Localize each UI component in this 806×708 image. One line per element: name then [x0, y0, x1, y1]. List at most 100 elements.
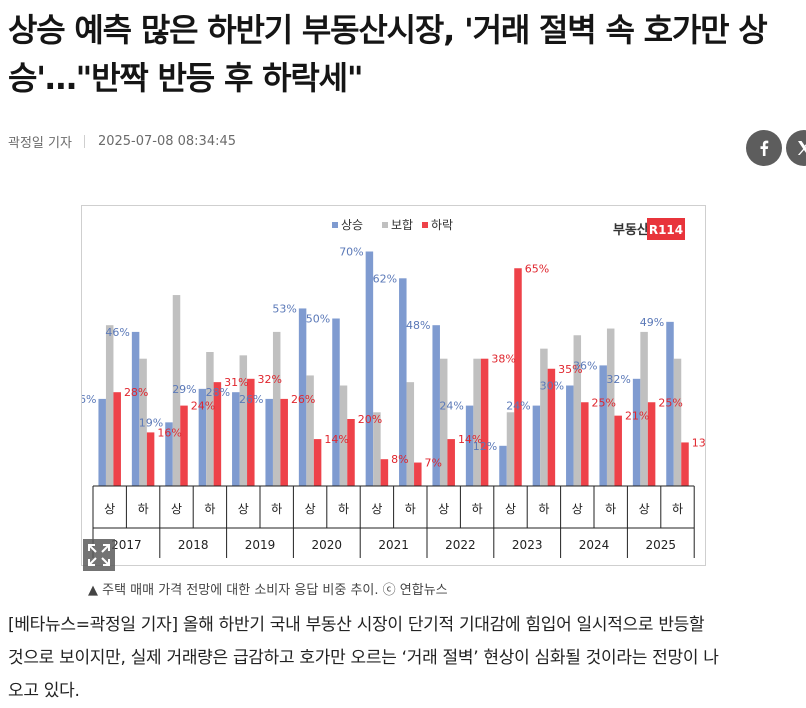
- logo-text: 부동산: [613, 222, 649, 238]
- bar-보합: [606, 328, 615, 486]
- bar-보합: [206, 352, 214, 486]
- data-label: 24%: [506, 400, 530, 413]
- bar-상승: [499, 445, 507, 486]
- data-label: 46%: [105, 326, 129, 339]
- bar-상승: [599, 365, 607, 486]
- bar-하락: [380, 459, 389, 486]
- year-label: 2017: [111, 538, 142, 552]
- data-label: 53%: [272, 302, 296, 315]
- bar-보합: [439, 358, 448, 486]
- bar-상승: [232, 392, 240, 486]
- x-share-button[interactable]: [786, 130, 806, 166]
- year-label: 2022: [445, 538, 476, 552]
- year-label: 2023: [512, 538, 543, 552]
- bar-상승: [566, 385, 574, 486]
- data-label: 28%: [124, 386, 148, 399]
- half-label: 상: [104, 502, 115, 516]
- bar-보합: [339, 385, 348, 486]
- expand-icon: [88, 544, 110, 566]
- bar-보합: [673, 358, 682, 486]
- bar-보합: [473, 358, 481, 486]
- chart-legend: 상승 보합 하락: [332, 218, 453, 232]
- bar-하락: [414, 462, 422, 486]
- data-label: 32%: [606, 373, 630, 386]
- facebook-icon: [760, 140, 769, 156]
- legend-swatch: [422, 222, 428, 228]
- data-label: 13%: [692, 436, 705, 449]
- data-label: 7%: [425, 457, 442, 470]
- data-label: 49%: [640, 316, 664, 329]
- half-label: 하: [672, 502, 683, 516]
- data-label: 65%: [525, 262, 549, 275]
- data-label: 8%: [391, 453, 408, 466]
- bar-보합: [640, 331, 648, 486]
- bar-상승: [666, 321, 674, 486]
- half-label: 상: [305, 502, 316, 516]
- bar-상승: [198, 388, 207, 486]
- data-label: 12%: [473, 440, 497, 453]
- legend-label: 보합: [391, 218, 413, 232]
- data-label: 21%: [625, 410, 649, 423]
- headline-line-1: 상승 예측 많은 하반기 부동산시장, '거래 절벽 속 호가만 상: [8, 11, 768, 49]
- bar-보합: [272, 331, 281, 486]
- half-label: 하: [138, 502, 149, 516]
- bar-보합: [105, 325, 114, 486]
- data-label: 31%: [224, 376, 248, 389]
- bar-보합: [239, 355, 248, 486]
- bar-상승: [131, 331, 140, 486]
- bar-하락: [213, 382, 222, 486]
- legend-label: 상승: [341, 218, 363, 232]
- bar-하락: [614, 415, 622, 486]
- body-line: 오고 있다.: [8, 681, 80, 701]
- bar-하락: [313, 439, 322, 486]
- bar-보합: [506, 412, 515, 486]
- article-body: [베타뉴스=곽정일 기자] 올해 하반기 국내 부동산 시장이 단기적 기대감에…: [8, 609, 798, 708]
- half-label: 상: [238, 502, 249, 516]
- year-label: 2019: [245, 538, 276, 552]
- half-label: 하: [204, 502, 215, 516]
- half-label: 상: [572, 502, 583, 516]
- half-label: 하: [271, 502, 282, 516]
- article-meta: 곽정일 기자 2025-07-08 08:34:45: [8, 132, 236, 151]
- x-icon: [797, 141, 806, 155]
- body-line: [베타뉴스=곽정일 기자] 올해 하반기 국내 부동산 시장이 단기적 기대감에…: [8, 615, 705, 635]
- data-label: 26%: [82, 393, 96, 406]
- bar-하락: [547, 368, 556, 486]
- data-label: 26%: [239, 393, 263, 406]
- logo-badge: [647, 218, 685, 240]
- bar-상승: [532, 405, 541, 486]
- half-label: 상: [171, 502, 182, 516]
- half-label: 상: [438, 502, 449, 516]
- half-label: 상: [639, 502, 650, 516]
- bar-보합: [139, 358, 147, 486]
- year-label: 2025: [646, 538, 677, 552]
- r114-logo: 부동산 R114: [613, 218, 685, 240]
- bar-상승: [465, 405, 474, 486]
- bar-보합: [172, 295, 181, 486]
- body-line: 것으로 보이지만, 실제 거래량은 급감하고 호가만 오르는 ‘거래 절벽’ 현…: [8, 648, 719, 668]
- data-label: 19%: [139, 416, 163, 429]
- half-label: 하: [338, 502, 349, 516]
- data-label: 38%: [491, 353, 515, 366]
- bar-상승: [332, 318, 340, 486]
- half-label: 하: [605, 502, 616, 516]
- half-label: 하: [472, 502, 483, 516]
- bar-하락: [514, 268, 522, 486]
- data-label: 16%: [157, 426, 181, 439]
- bar-보합: [573, 335, 582, 486]
- data-label: 29%: [172, 383, 196, 396]
- data-label: 20%: [358, 413, 382, 426]
- expand-image-button[interactable]: [83, 539, 115, 571]
- facebook-share-button[interactable]: [746, 130, 782, 166]
- bar-하락: [280, 398, 288, 486]
- bar-하락: [180, 405, 188, 486]
- data-label: 14%: [458, 433, 482, 446]
- bar-상승: [265, 398, 273, 486]
- data-label: 24%: [191, 400, 215, 413]
- headline-line-2: 승'…"반짝 반등 후 하락세": [8, 59, 364, 97]
- logo-badge-text: R114: [649, 223, 683, 237]
- data-label: 28%: [206, 386, 230, 399]
- half-label: 상: [505, 502, 516, 516]
- author[interactable]: 곽정일 기자: [8, 136, 72, 151]
